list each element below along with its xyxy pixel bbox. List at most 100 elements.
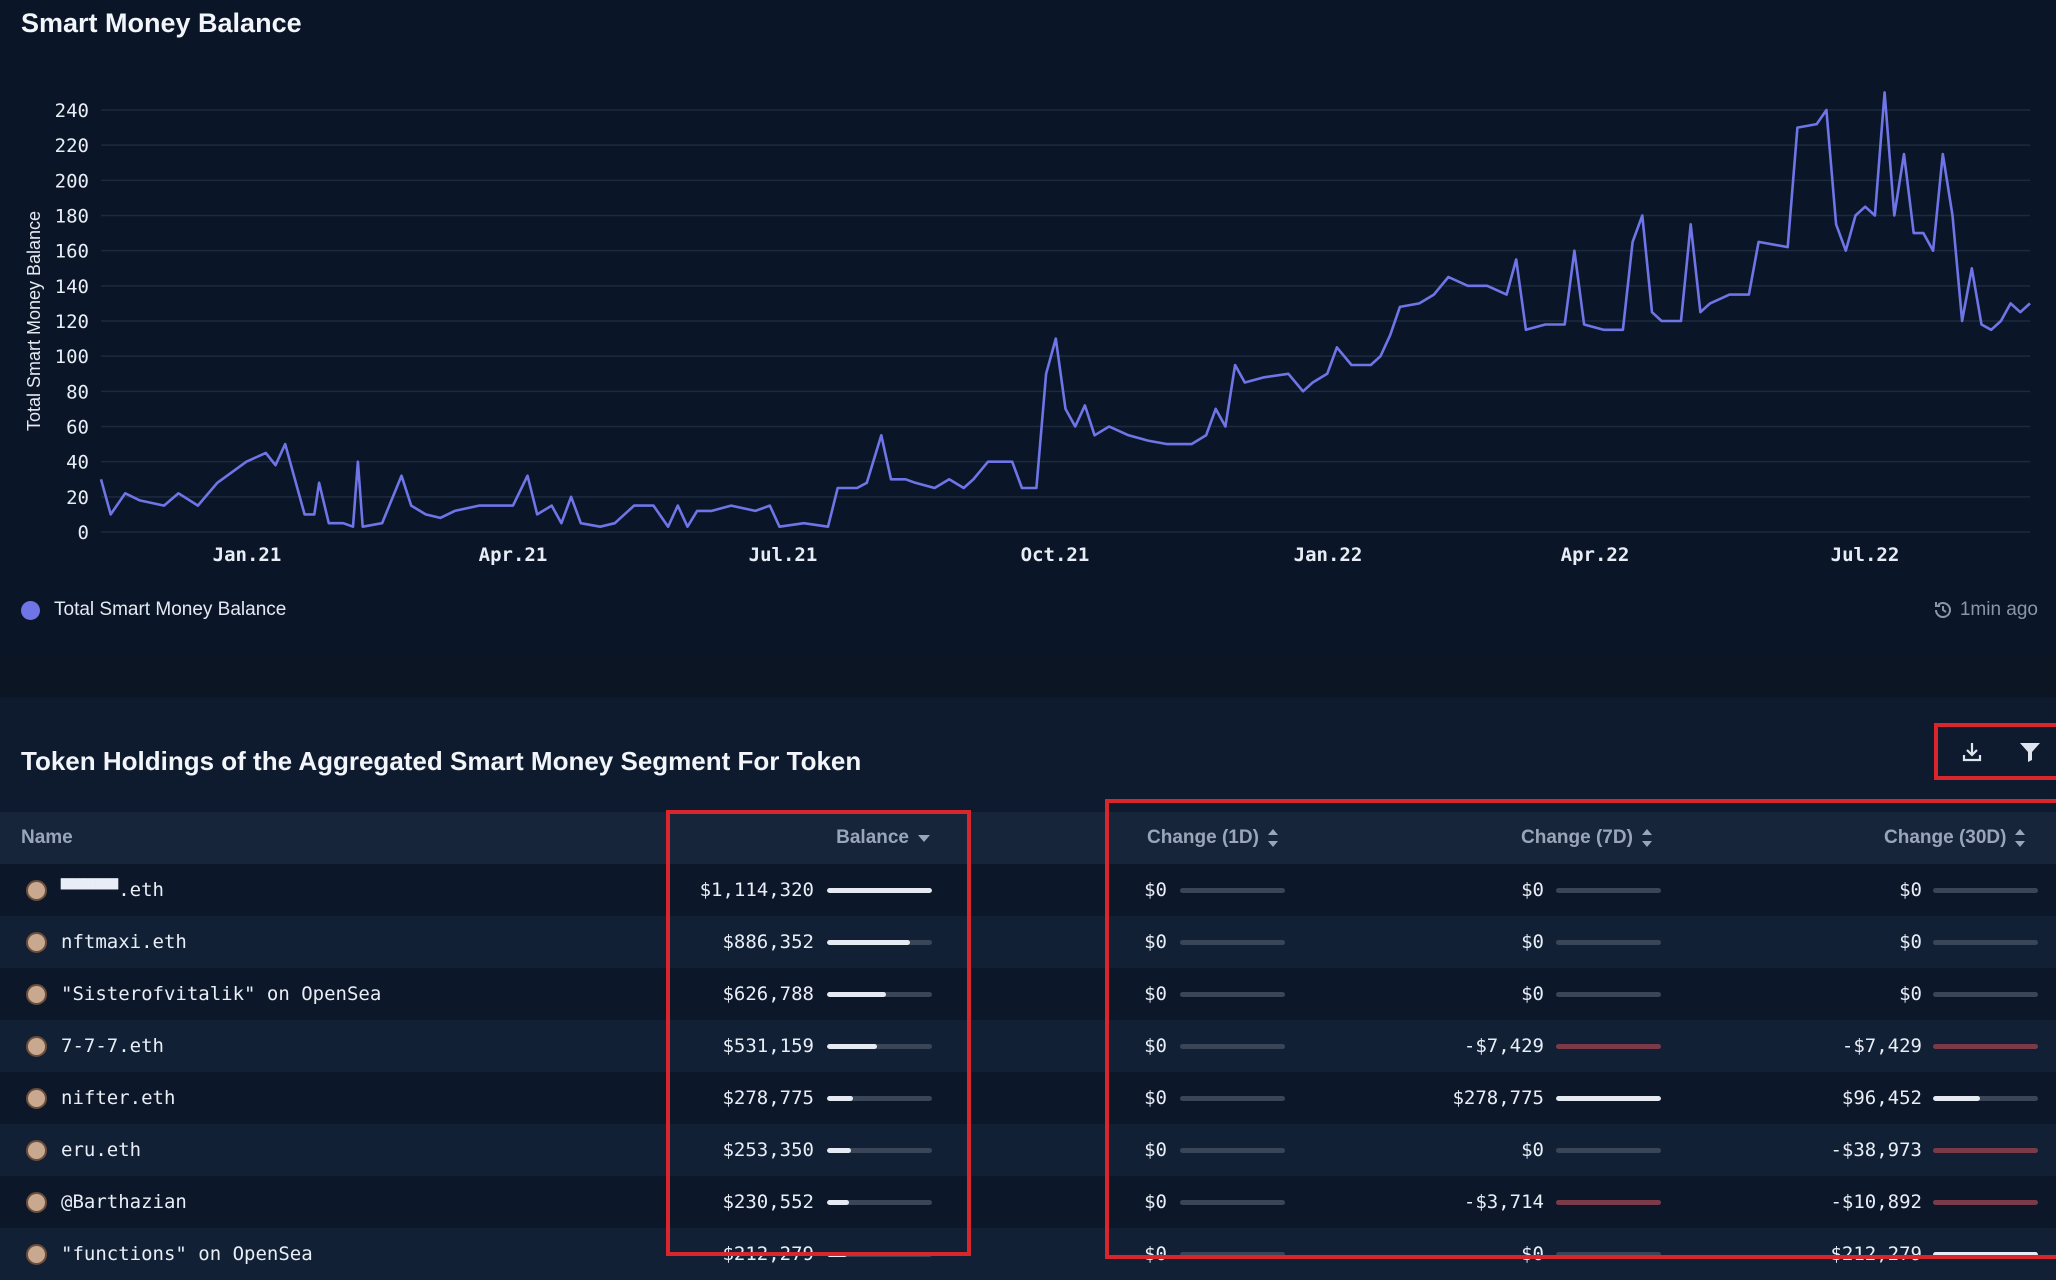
balance-bar <box>827 888 932 893</box>
header-change-7d[interactable]: Change (7D) <box>1521 812 1653 864</box>
change-1d-bar <box>1180 992 1285 997</box>
change-1d-value: $0 <box>1144 1035 1167 1057</box>
y-tick-label: 140 <box>55 276 89 298</box>
wallet-name[interactable]: eru.eth <box>61 1139 142 1161</box>
balance-value: $626,788 <box>722 983 814 1005</box>
wallet-name[interactable]: ▀▀▀▀▀.eth <box>61 879 164 901</box>
wallet-name[interactable]: nifter.eth <box>61 1087 176 1109</box>
ape-avatar-icon <box>26 1139 47 1161</box>
name-cell: nifter.eth <box>26 1072 175 1124</box>
change-30d-bar <box>1933 888 2038 893</box>
x-tick-label: Apr.21 <box>479 544 548 566</box>
filter-button[interactable] <box>2014 736 2046 768</box>
change-30d-bar-fill <box>1933 1044 2038 1049</box>
name-cell: 7-7-7.eth <box>26 1020 164 1072</box>
header-balance[interactable]: Balance <box>836 812 931 864</box>
x-tick-label: Jan.22 <box>1294 544 1363 566</box>
balance-bar-fill <box>827 940 910 945</box>
header-name[interactable]: Name <box>21 812 73 864</box>
change-7d-value: -$3,714 <box>1463 1191 1544 1213</box>
change-7d-bar-fill <box>1556 1200 1661 1205</box>
ape-avatar-icon <box>26 1243 47 1265</box>
balance-value: $212,279 <box>722 1243 814 1265</box>
change-7d-value: $0 <box>1521 983 1544 1005</box>
balance-bar-fill <box>827 1252 847 1257</box>
change-7d-bar-fill <box>1556 1096 1661 1101</box>
wallet-name[interactable]: @Barthazian <box>61 1191 187 1213</box>
change-30d-value: $0 <box>1899 983 1922 1005</box>
balance-bar <box>827 992 932 997</box>
change-30d-bar <box>1933 1096 2038 1101</box>
header-change-30d[interactable]: Change (30D) <box>1884 812 2026 864</box>
download-button[interactable] <box>1956 736 1988 768</box>
change-30d-bar-fill <box>1933 1148 2038 1153</box>
y-axis-label: Total Smart Money Balance <box>24 211 44 431</box>
change-30d-value: $212,279 <box>1830 1243 1922 1265</box>
y-tick-label: 80 <box>66 381 89 403</box>
change-1d-value: $0 <box>1144 1087 1167 1109</box>
table-row[interactable]: eru.eth $253,350 $0 $0 -$38,973 <box>0 1124 2056 1176</box>
wallet-name[interactable]: 7-7-7.eth <box>61 1035 164 1057</box>
chart-legend[interactable]: Total Smart Money Balance <box>21 597 286 623</box>
balance-value: $1,114,320 <box>699 879 814 901</box>
name-cell: ▀▀▀▀▀.eth <box>26 864 164 916</box>
change-7d-value: $278,775 <box>1452 1087 1544 1109</box>
name-cell: "functions" on OpenSea <box>26 1228 313 1280</box>
series-line-total-smart-money-balance <box>99 91 2031 528</box>
balance-bar <box>827 1148 932 1153</box>
ape-avatar-icon <box>26 983 47 1005</box>
wallet-name[interactable]: nftmaxi.eth <box>61 931 187 953</box>
y-tick-label: 240 <box>55 100 89 122</box>
name-cell: "Sisterofvitalik" on OpenSea <box>26 968 381 1020</box>
table-row[interactable]: "functions" on OpenSea $212,279 $0 $0 $212,2… <box>0 1228 2056 1280</box>
table-row[interactable]: @Barthazian $230,552 $0 -$3,714 -$10,892 <box>0 1176 2056 1228</box>
sort-arrows-icon <box>2015 829 2026 847</box>
change-30d-bar <box>1933 940 2038 945</box>
header-balance-label: Balance <box>836 827 909 848</box>
wallet-name[interactable]: "functions" on OpenSea <box>61 1243 313 1265</box>
legend-label: Total Smart Money Balance <box>54 599 287 620</box>
x-tick-label: Jul.22 <box>1831 544 1900 566</box>
change-30d-value: -$7,429 <box>1841 1035 1922 1057</box>
change-30d-value: $96,452 <box>1841 1087 1922 1109</box>
change-1d-bar <box>1180 1200 1285 1205</box>
table-row[interactable]: "Sisterofvitalik" on OpenSea $626,788 $0 $0… <box>0 968 2056 1020</box>
balance-bar <box>827 1044 932 1049</box>
change-30d-value: $0 <box>1899 879 1922 901</box>
table-row[interactable]: 7-7-7.eth $531,159 $0 -$7,429 -$7,429 <box>0 1020 2056 1072</box>
sort-arrows-icon <box>1267 829 1278 847</box>
change-7d-bar <box>1556 1148 1661 1153</box>
last-updated: 1min ago <box>1932 597 2038 623</box>
balance-value: $278,775 <box>722 1087 814 1109</box>
change-1d-value: $0 <box>1144 879 1167 901</box>
change-30d-bar <box>1933 1252 2038 1257</box>
header-change-1d-label: Change (1D) <box>1147 827 1259 848</box>
table-row[interactable]: nftmaxi.eth $886,352 $0 $0 $0 <box>0 916 2056 968</box>
table-row[interactable]: nifter.eth $278,775 $0 $278,775 $96,452 <box>0 1072 2056 1124</box>
section-divider <box>0 655 2056 697</box>
table-row[interactable]: ▀▀▀▀▀.eth $1,114,320 $0 $0 $0 <box>0 864 2056 916</box>
balance-bar-fill <box>827 992 886 997</box>
y-tick-label: 160 <box>55 241 89 263</box>
change-30d-bar <box>1933 1200 2038 1205</box>
header-change-30d-label: Change (30D) <box>1884 827 2007 848</box>
wallet-name[interactable]: "Sisterofvitalik" on OpenSea <box>61 983 382 1005</box>
filter-icon <box>2020 742 2040 762</box>
clock-refresh-icon <box>1934 602 1951 618</box>
last-updated-text: 1min ago <box>1959 599 2038 620</box>
y-tick-label: 180 <box>55 206 89 228</box>
table-toolbar <box>1934 723 2056 780</box>
download-icon <box>1962 742 1982 761</box>
change-1d-bar <box>1180 1096 1285 1101</box>
ape-avatar-icon <box>26 1087 47 1109</box>
change-7d-bar <box>1556 940 1661 945</box>
chart-title: Smart Money Balance <box>21 8 302 38</box>
change-7d-value: $0 <box>1521 1243 1544 1265</box>
change-30d-bar <box>1933 992 2038 997</box>
change-1d-bar <box>1180 1044 1285 1049</box>
header-change-1d[interactable]: Change (1D) <box>1147 812 1279 864</box>
table-header: Name Balance Change (1D) Change (7D) Cha… <box>0 812 2056 864</box>
x-tick-label: Oct.21 <box>1021 544 1090 566</box>
chart-panel: Smart Money Balance 0 20 40 60 80 100 120 140 16… <box>21 8 2038 623</box>
header-name-label: Name <box>21 827 73 848</box>
